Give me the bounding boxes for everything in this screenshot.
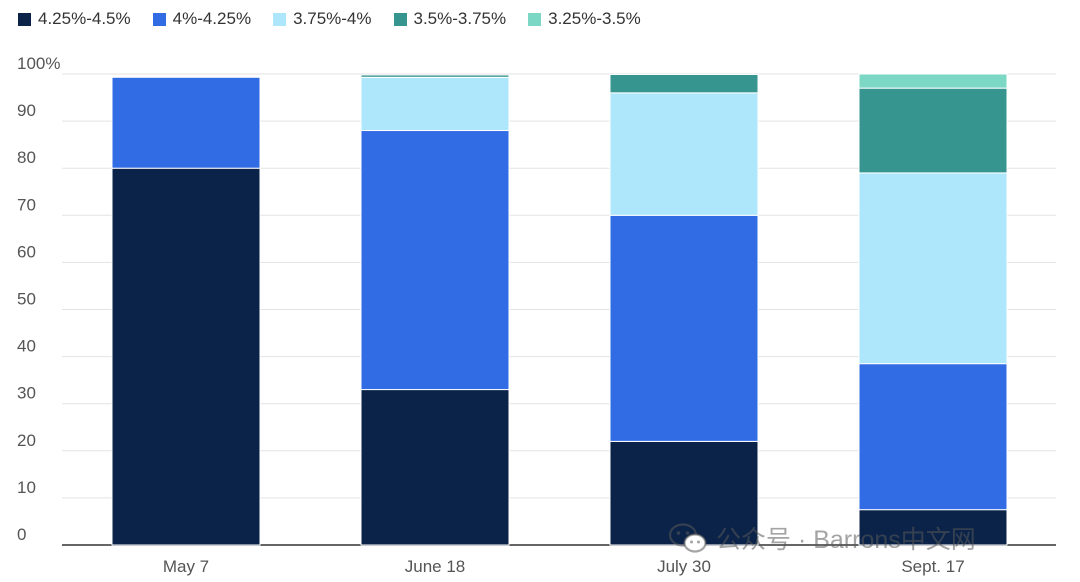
watermark-text: 公众号 · Barrons中文网 — [716, 526, 976, 554]
x-category-label: July 30 — [657, 557, 711, 576]
y-tick-label: 60 — [17, 242, 36, 261]
x-category-label: May 7 — [163, 557, 209, 576]
legend-swatch — [528, 12, 542, 26]
legend-label: 3.5%-3.75% — [413, 9, 507, 28]
y-tick-label: 40 — [17, 337, 36, 356]
bar-segment — [360, 389, 510, 546]
bar-segment — [360, 74, 510, 78]
bar-segment — [609, 214, 759, 442]
bar-segment — [609, 440, 759, 546]
legend-item: 4%-4.25% — [152, 9, 252, 29]
legend-label: 4.25%-4.5% — [38, 9, 131, 28]
wechat-icon — [668, 523, 707, 553]
legend-swatch — [393, 12, 407, 26]
legend-item: 3.75%-4% — [273, 9, 372, 29]
bars — [111, 73, 1008, 546]
bar-segment — [858, 363, 1008, 511]
x-category-label: June 18 — [405, 557, 466, 576]
y-tick-label: 0 — [17, 525, 26, 544]
legend-label: 3.75%-4% — [293, 9, 372, 28]
bar-segment — [609, 92, 759, 216]
bar-segment — [609, 73, 759, 94]
bar-segment — [858, 509, 1008, 546]
legend-swatch — [18, 12, 31, 26]
y-tick-label: 10 — [17, 478, 36, 497]
legend-swatch — [273, 12, 287, 26]
legend-swatch — [152, 12, 166, 26]
bar-segment — [858, 87, 1008, 174]
legend-item: 4.25%-4.5% — [18, 9, 131, 29]
bar-segment — [111, 76, 261, 169]
legend-item: 3.25%-3.5% — [528, 9, 641, 29]
y-tick-label: 80 — [17, 148, 36, 167]
bar-segment — [858, 73, 1008, 89]
y-tick-label: 50 — [17, 290, 36, 309]
bar-segment — [858, 172, 1008, 365]
bar-segment — [360, 130, 510, 391]
x-category-label: Sept. 17 — [901, 557, 964, 576]
y-tick-label: 70 — [17, 195, 36, 214]
legend-item: 3.5%-3.75% — [393, 9, 507, 29]
y-tick-label: 90 — [17, 101, 36, 120]
y-tick-label: 100% — [17, 54, 60, 73]
legend-label: 4%-4.25% — [172, 9, 252, 28]
bar-segment — [360, 76, 510, 132]
y-tick-label: 20 — [17, 431, 36, 450]
watermark: 公众号 · Barrons中文网 — [668, 520, 976, 556]
legend-label: 3.25%-3.5% — [548, 9, 641, 28]
y-axis-tick-labels: 0 10 20 30 40 50 60 70 80 90 100% — [17, 54, 60, 544]
y-tick-label: 30 — [17, 384, 36, 403]
x-axis-category-labels: May 7 June 18 July 30 Sept. 17 — [163, 557, 965, 576]
legend: 4.25%-4.5% 4%-4.25% 3.75%-4% 3.5%-3.75% 3.25… — [18, 8, 641, 30]
bar-segment — [111, 167, 261, 546]
